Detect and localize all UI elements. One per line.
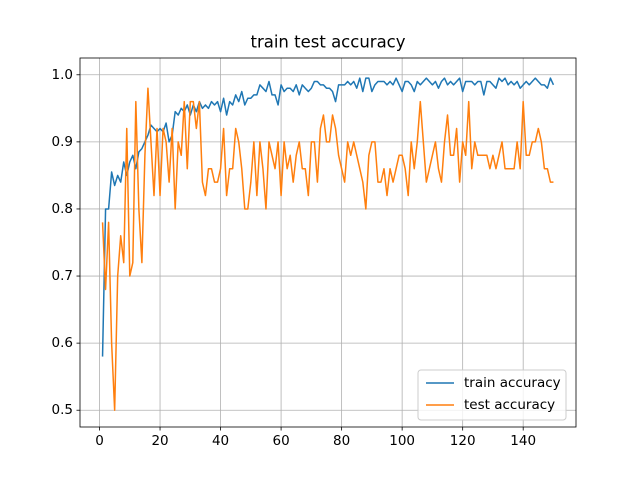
y-tick-label: 0.6 — [52, 335, 73, 351]
data-line — [101, 87, 554, 411]
legend-box — [417, 369, 567, 421]
x-tick-label: 120 — [450, 433, 476, 449]
y-tick-label: 0.7 — [52, 268, 73, 284]
x-tick-label: 80 — [333, 433, 350, 449]
y-tick-label: 0.8 — [52, 201, 73, 217]
legend-label: test accuracy — [464, 397, 555, 413]
y-tick-label: 0.5 — [52, 402, 73, 418]
x-tick-label: 100 — [389, 433, 415, 449]
y-tick-label: 0.9 — [52, 134, 73, 150]
x-tick-label: 60 — [272, 433, 289, 449]
x-tick-label: 20 — [151, 433, 168, 449]
x-tick-label: 140 — [510, 433, 536, 449]
x-tick-label: 40 — [212, 433, 229, 449]
axes-frame — [79, 57, 577, 428]
x-tick-label: 0 — [95, 433, 104, 449]
y-tick-label: 1.0 — [52, 67, 73, 83]
chart-title: train test accuracy — [250, 33, 405, 52]
legend-label: train accuracy — [464, 375, 561, 391]
data-line — [101, 77, 555, 357]
